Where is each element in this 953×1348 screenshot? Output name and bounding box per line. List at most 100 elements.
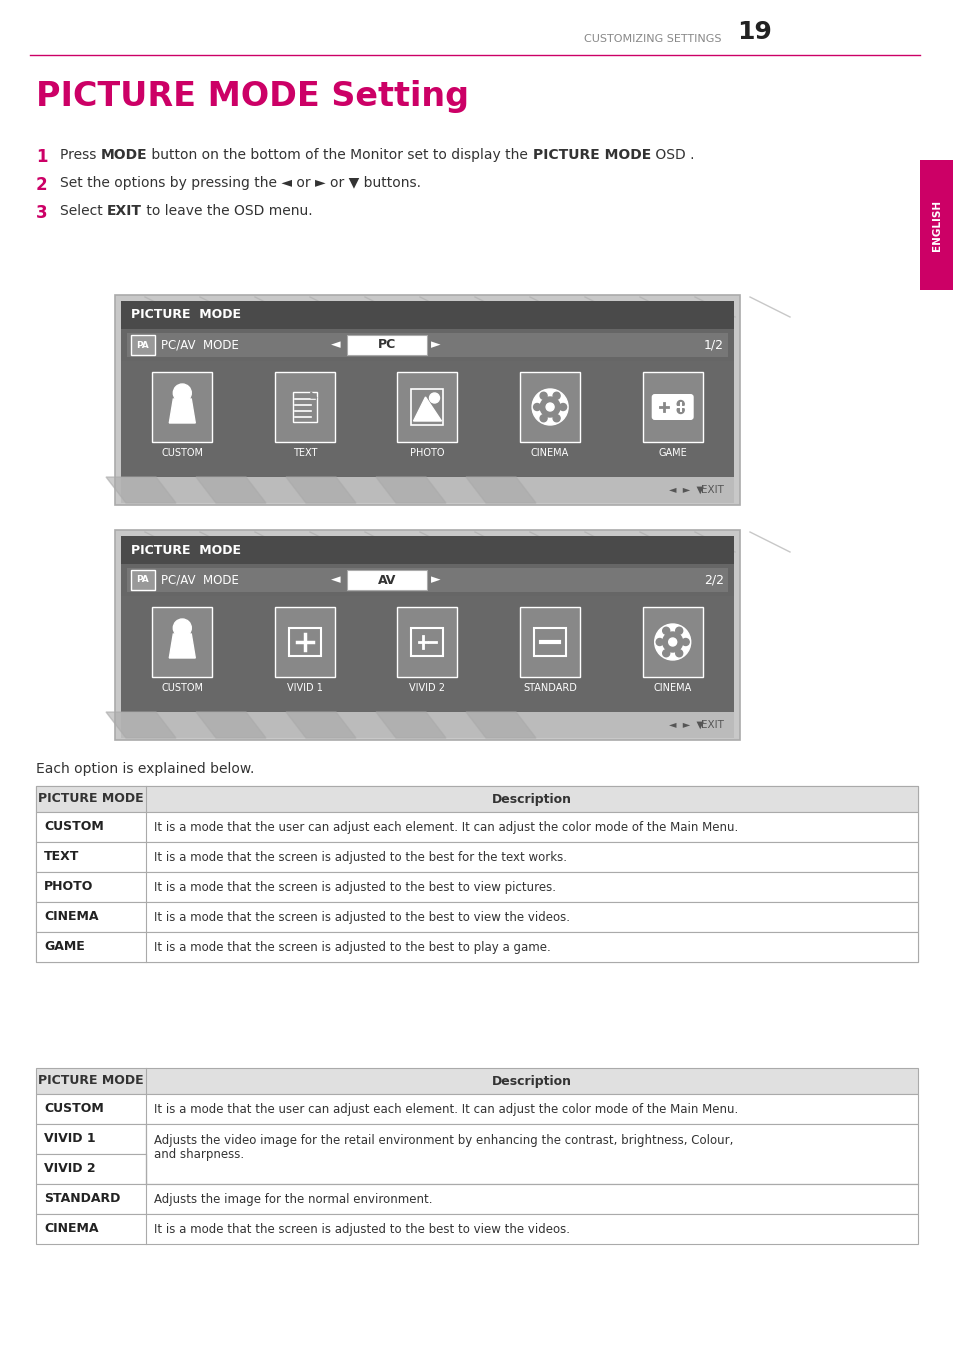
Circle shape (668, 638, 676, 646)
Bar (115, 530, 740, 740)
Text: CINEMA: CINEMA (653, 683, 691, 693)
Text: TEXT: TEXT (293, 448, 316, 458)
Text: Description: Description (492, 1074, 572, 1088)
Text: ►: ► (431, 338, 440, 352)
Circle shape (553, 415, 559, 422)
Text: MODE: MODE (101, 148, 147, 162)
Text: and sharpness.: and sharpness. (153, 1148, 244, 1161)
Circle shape (675, 627, 682, 635)
Text: It is a mode that the user can adjust each element. It can adjust the color mode: It is a mode that the user can adjust ea… (153, 1103, 738, 1116)
Text: PHOTO: PHOTO (410, 448, 444, 458)
Text: CUSTOMIZING SETTINGS: CUSTOMIZING SETTINGS (584, 34, 721, 44)
Polygon shape (375, 712, 446, 737)
Bar (519, 607, 579, 677)
Text: STANDARD: STANDARD (522, 683, 577, 693)
Circle shape (677, 400, 683, 407)
Circle shape (559, 403, 566, 411)
Text: button on the bottom of the Monitor set to display the: button on the bottom of the Monitor set … (147, 148, 532, 162)
Polygon shape (195, 712, 266, 737)
Text: It is a mode that the screen is adjusted to the best to view the videos.: It is a mode that the screen is adjusted… (153, 910, 569, 923)
Text: PICTURE MODE Setting: PICTURE MODE Setting (36, 80, 469, 113)
Text: Adjusts the image for the normal environment.: Adjusts the image for the normal environ… (153, 1193, 432, 1205)
Text: PA: PA (136, 576, 150, 585)
Text: It is a mode that the screen is adjusted to the best to view pictures.: It is a mode that the screen is adjusted… (153, 880, 556, 894)
Bar (121, 537, 733, 563)
Text: Select: Select (60, 204, 107, 218)
Bar (152, 607, 213, 677)
Polygon shape (195, 477, 266, 503)
Circle shape (545, 403, 554, 411)
Bar (347, 336, 427, 355)
Text: PICTURE MODE: PICTURE MODE (38, 1074, 144, 1088)
Text: Description: Description (492, 793, 572, 806)
Bar (121, 563, 733, 596)
Circle shape (532, 390, 567, 425)
Bar (121, 301, 733, 329)
Polygon shape (413, 398, 441, 421)
Text: 3: 3 (36, 204, 48, 222)
FancyBboxPatch shape (651, 394, 693, 421)
Text: 2: 2 (36, 177, 48, 194)
Bar (534, 628, 565, 656)
Text: ◄: ◄ (331, 338, 340, 352)
Bar (36, 872, 917, 902)
Polygon shape (106, 712, 175, 737)
Polygon shape (106, 477, 175, 503)
Bar (274, 372, 335, 442)
Text: CUSTOM: CUSTOM (161, 448, 203, 458)
Text: PICTURE MODE: PICTURE MODE (532, 148, 650, 162)
Text: STANDARD: STANDARD (44, 1193, 120, 1205)
Text: TEXT: TEXT (44, 851, 79, 864)
Bar (642, 372, 702, 442)
Text: Set the options by pressing the ◄ or ► or ▼ buttons.: Set the options by pressing the ◄ or ► o… (60, 177, 420, 190)
Text: It is a mode that the screen is adjusted to the best for the text works.: It is a mode that the screen is adjusted… (153, 851, 566, 864)
Text: GAME: GAME (44, 941, 85, 953)
Bar (36, 1184, 917, 1215)
Circle shape (675, 650, 682, 656)
Bar (289, 628, 320, 656)
Bar (121, 329, 733, 361)
Polygon shape (375, 477, 446, 503)
Bar (131, 570, 154, 590)
Bar (36, 786, 917, 962)
Circle shape (173, 384, 192, 402)
Text: PICTURE  MODE: PICTURE MODE (131, 543, 241, 557)
Text: OSD .: OSD . (650, 148, 694, 162)
Text: CUSTOM: CUSTOM (44, 821, 104, 833)
Bar (293, 392, 316, 422)
Circle shape (173, 619, 192, 638)
Polygon shape (169, 399, 195, 423)
Text: Each option is explained below.: Each option is explained below. (36, 762, 254, 776)
Text: CINEMA: CINEMA (44, 910, 98, 923)
Bar (519, 372, 579, 442)
Bar (36, 1068, 917, 1095)
Text: AV: AV (377, 573, 395, 586)
Text: EXIT: EXIT (700, 485, 723, 495)
Text: VIVID 2: VIVID 2 (409, 683, 445, 693)
Text: EXIT: EXIT (700, 720, 723, 731)
Text: to leave the OSD menu.: to leave the OSD menu. (142, 204, 313, 218)
Text: ◄: ◄ (331, 573, 340, 586)
Polygon shape (465, 477, 536, 503)
Bar (127, 333, 727, 357)
Text: PHOTO: PHOTO (44, 880, 93, 894)
Text: It is a mode that the screen is adjusted to the best to view the videos.: It is a mode that the screen is adjusted… (153, 1223, 569, 1236)
Bar (36, 1124, 146, 1154)
Circle shape (553, 392, 559, 399)
Circle shape (539, 398, 559, 417)
Text: CINEMA: CINEMA (44, 1223, 98, 1236)
Bar (919, 160, 953, 290)
Bar (36, 902, 917, 931)
Bar (121, 477, 733, 503)
Text: 1/2: 1/2 (703, 338, 723, 352)
Circle shape (539, 415, 546, 422)
Bar (115, 295, 740, 506)
Circle shape (539, 392, 546, 399)
Bar (36, 931, 917, 962)
Circle shape (662, 627, 669, 635)
Bar (397, 607, 457, 677)
Text: VIVID 1: VIVID 1 (44, 1132, 95, 1146)
Circle shape (654, 624, 690, 661)
Bar (131, 336, 154, 355)
Polygon shape (286, 712, 355, 737)
